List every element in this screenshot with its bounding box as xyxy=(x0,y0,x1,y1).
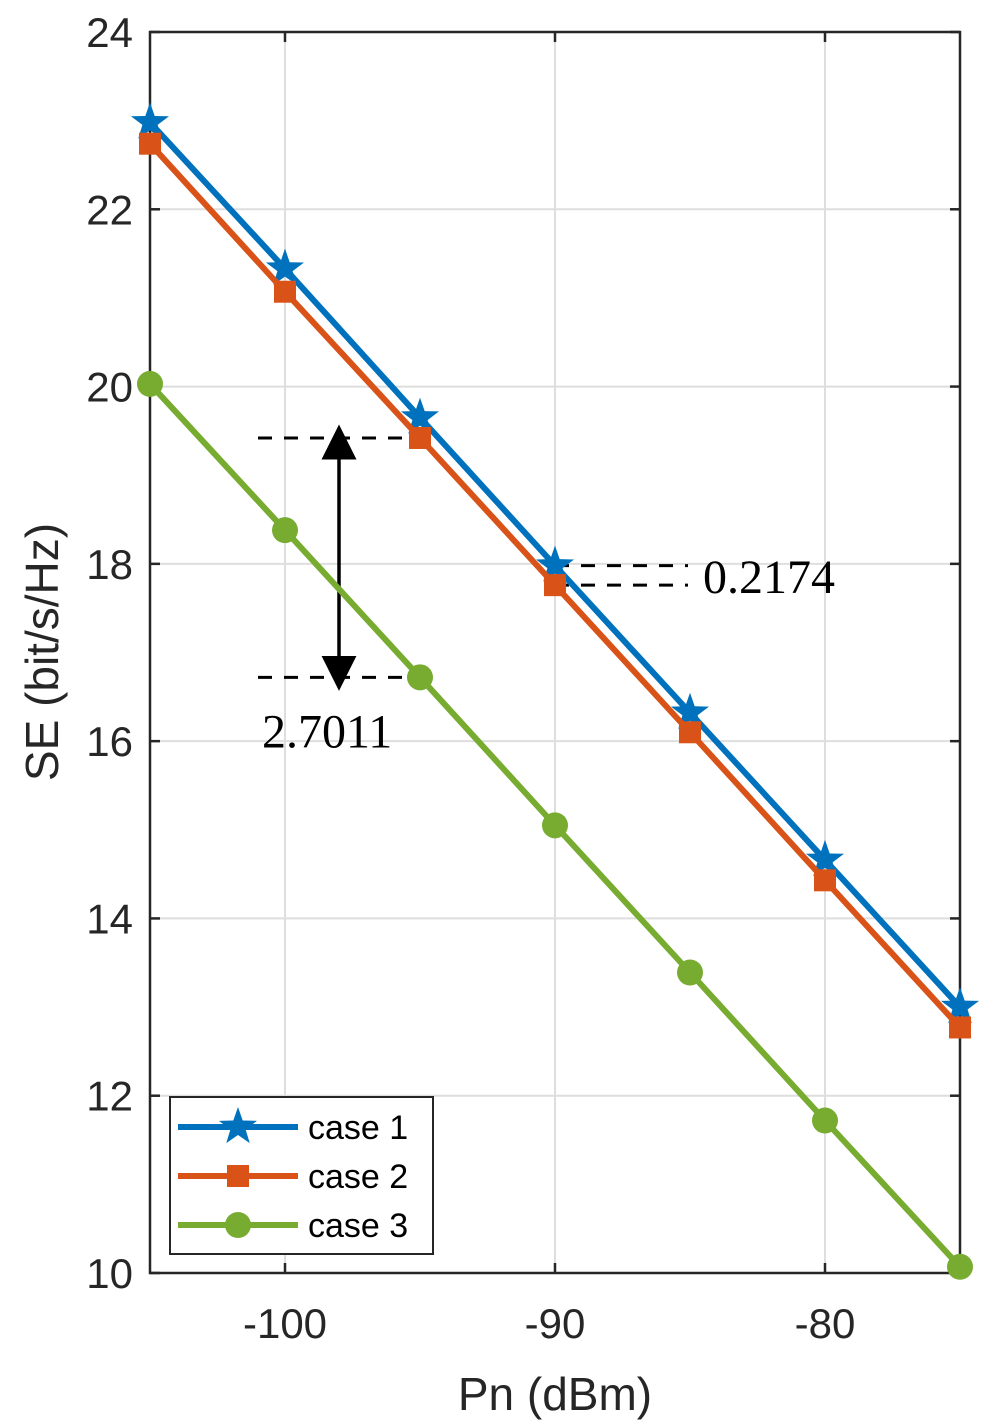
data-point xyxy=(542,812,568,839)
y-tick-label: 22 xyxy=(86,186,133,233)
data-point xyxy=(677,959,703,986)
data-point xyxy=(670,692,710,729)
y-tick-label: 18 xyxy=(86,541,133,588)
x-tick-label: -80 xyxy=(795,1300,856,1347)
data-point xyxy=(274,280,296,303)
y-axis-label: SE (bit/s/Hz) xyxy=(16,523,68,781)
data-point xyxy=(679,721,701,744)
data-point xyxy=(949,1016,971,1039)
legend-marker xyxy=(225,1212,251,1238)
data-point xyxy=(400,397,440,434)
data-point xyxy=(137,370,163,397)
data-point xyxy=(535,545,575,582)
legend-marker xyxy=(218,1107,258,1144)
data-point xyxy=(544,574,566,597)
series-3 xyxy=(137,370,973,1280)
y-tick-label: 14 xyxy=(86,895,133,942)
x-axis-label: Pn (dBm) xyxy=(458,1368,652,1420)
y-tick-label: 16 xyxy=(86,718,133,765)
series xyxy=(130,102,980,1280)
y-tick-label: 10 xyxy=(86,1250,133,1297)
legend-item: case 2 xyxy=(178,1158,408,1196)
legend-label: case 3 xyxy=(308,1207,408,1245)
annotation-label: 2.7011 xyxy=(262,705,392,758)
data-point xyxy=(272,517,298,544)
data-point xyxy=(940,987,980,1024)
data-point xyxy=(139,132,161,155)
data-point xyxy=(409,426,431,449)
grid xyxy=(150,31,960,1274)
data-point xyxy=(814,869,836,892)
y-tick-label: 12 xyxy=(86,1073,133,1120)
series-1 xyxy=(130,102,980,1024)
legend-item: case 1 xyxy=(178,1107,408,1147)
y-tick-label: 20 xyxy=(86,364,133,411)
data-point xyxy=(812,1107,838,1134)
data-point xyxy=(130,102,170,139)
data-point xyxy=(805,839,845,877)
annotation-label: 0.2174 xyxy=(703,551,835,604)
series-2 xyxy=(139,132,971,1039)
legend-label: case 2 xyxy=(308,1158,408,1196)
x-tick-label: -90 xyxy=(525,1300,586,1347)
annotations: 2.7011 0.2174 xyxy=(258,424,835,758)
axes: -100 -90 -80 10 12 14 16 18 20 22 24 xyxy=(86,9,962,1347)
legend-marker xyxy=(227,1165,249,1187)
legend: case 1 case 2 case 3 xyxy=(169,1096,434,1255)
data-point xyxy=(407,664,433,691)
data-point xyxy=(947,1253,973,1280)
data-point xyxy=(265,248,305,285)
legend-label: case 1 xyxy=(308,1109,408,1147)
x-tick-label: -100 xyxy=(243,1300,327,1347)
legend-item: case 3 xyxy=(178,1207,408,1245)
y-tick-label: 24 xyxy=(86,9,133,56)
